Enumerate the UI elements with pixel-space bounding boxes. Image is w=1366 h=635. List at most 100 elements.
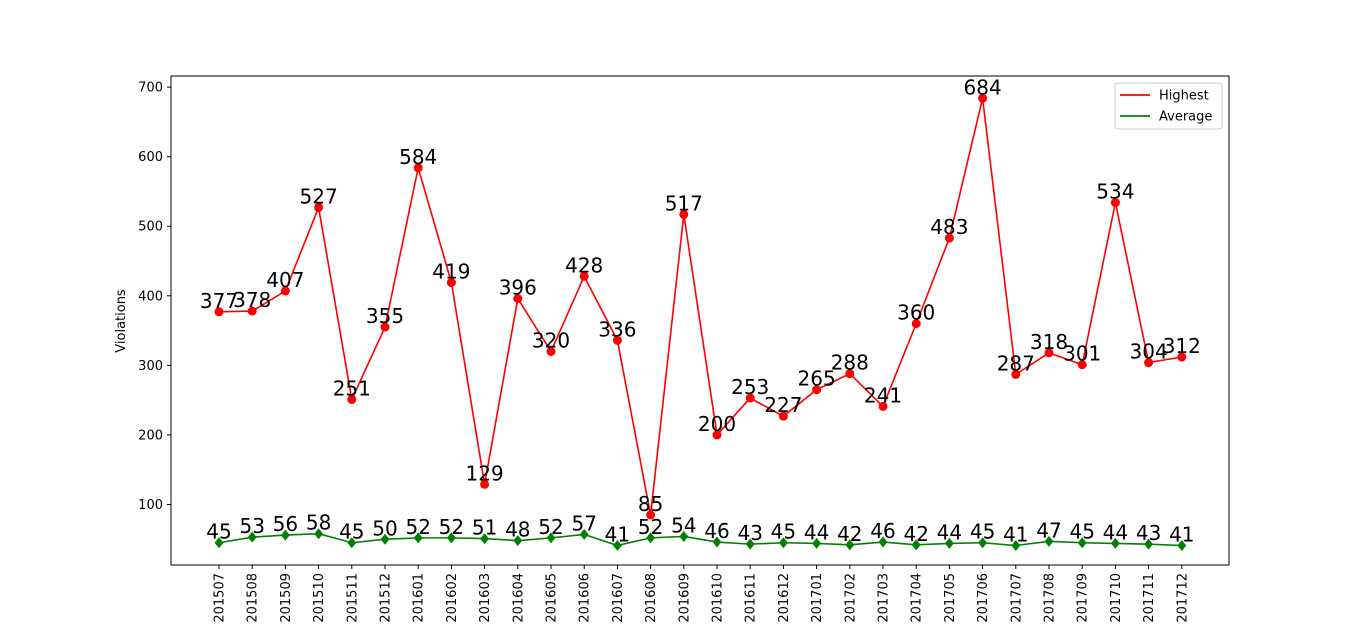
- data-label: 57: [571, 511, 596, 535]
- data-label: 52: [638, 515, 663, 539]
- data-label: 43: [1136, 521, 1161, 545]
- data-label: 41: [1003, 523, 1028, 547]
- data-point: [347, 394, 357, 404]
- data-label: 42: [837, 522, 862, 546]
- x-tick-label: 201712: [1175, 573, 1190, 623]
- data-point: [513, 294, 523, 304]
- data-point: [612, 335, 622, 345]
- data-point: [911, 539, 921, 551]
- x-tick-label: 201509: [279, 573, 294, 623]
- data-label: 44: [937, 520, 962, 544]
- x-tick-label: 201607: [611, 573, 626, 623]
- x-tick-label: 201507: [213, 573, 228, 623]
- data-point: [712, 430, 722, 440]
- x-tick-label: 201612: [777, 573, 792, 623]
- data-label: 200: [698, 412, 736, 436]
- data-point: [613, 540, 622, 552]
- data-point: [447, 532, 456, 544]
- x-tick-label: 201608: [644, 573, 659, 623]
- data-point: [480, 533, 489, 545]
- data-label: 52: [405, 515, 430, 539]
- data-label: 46: [870, 519, 895, 543]
- data-label: 41: [605, 523, 630, 547]
- y-tick-label: 300: [138, 359, 163, 374]
- data-label: 312: [1163, 334, 1201, 358]
- y-axis-label: Violations: [114, 289, 129, 353]
- data-point: [280, 286, 290, 296]
- x-tick-label: 201508: [246, 573, 261, 623]
- data-point: [812, 385, 822, 395]
- data-point: [778, 411, 788, 421]
- y-tick-label: 100: [138, 498, 163, 513]
- data-label: 517: [665, 191, 703, 215]
- legend: Highest Average: [1114, 82, 1223, 130]
- x-tick-label: 201711: [1142, 573, 1157, 623]
- data-point: [579, 271, 589, 281]
- data-point: [347, 537, 357, 549]
- data-point: [513, 535, 523, 547]
- data-point: [413, 532, 423, 544]
- data-point: [1144, 538, 1153, 550]
- x-tick-label: 201602: [445, 573, 460, 623]
- data-label: 355: [366, 304, 404, 328]
- legend-entry: Average: [1159, 110, 1212, 125]
- y-tick-label: 400: [138, 289, 163, 304]
- data-label: 45: [1069, 520, 1094, 544]
- data-point: [1077, 360, 1087, 370]
- data-point: [1110, 198, 1120, 208]
- data-label: 584: [399, 145, 437, 169]
- x-tick-label: 201701: [810, 573, 825, 623]
- data-point: [944, 233, 954, 243]
- x-tick-label: 201705: [943, 573, 958, 623]
- data-label: 360: [897, 301, 935, 325]
- data-point: [679, 530, 689, 542]
- data-label: 85: [638, 492, 663, 516]
- y-tick-label: 500: [138, 220, 163, 235]
- x-tick-label: 201703: [877, 573, 892, 623]
- data-label: 52: [538, 515, 563, 539]
- data-label: 44: [1103, 520, 1128, 544]
- data-point: [314, 202, 324, 212]
- data-label: 320: [532, 328, 570, 352]
- data-point: [314, 528, 323, 540]
- data-label: 45: [771, 520, 796, 544]
- data-label: 336: [598, 317, 636, 341]
- data-label: 377: [200, 289, 238, 313]
- data-label: 45: [970, 520, 995, 544]
- data-label: 227: [764, 393, 802, 417]
- data-point: [380, 322, 390, 332]
- data-point: [1077, 537, 1087, 549]
- data-label: 43: [737, 521, 762, 545]
- y-tick-label: 200: [138, 428, 163, 443]
- x-tick-label: 201510: [312, 573, 327, 623]
- x-axis: 201507 201508 201509 201510 201511 201512 2016…: [213, 565, 1190, 623]
- data-point: [978, 537, 987, 549]
- x-tick-label: 201511: [345, 573, 360, 623]
- data-label: 52: [439, 515, 464, 539]
- data-point: [413, 163, 423, 173]
- data-label: 483: [930, 215, 968, 239]
- data-label: 301: [1063, 342, 1101, 366]
- data-label: 428: [565, 253, 603, 277]
- x-tick-label: 201610: [711, 573, 726, 623]
- data-point: [911, 319, 921, 329]
- data-point: [247, 306, 257, 316]
- plot-frame: [170, 75, 1230, 566]
- legend-entry: Highest: [1159, 89, 1209, 104]
- data-label: 50: [372, 516, 397, 540]
- data-label: 684: [964, 75, 1002, 99]
- data-point: [1044, 348, 1054, 358]
- x-tick-label: 201603: [478, 573, 493, 623]
- data-label: 396: [499, 276, 537, 300]
- series-average: 45 53 56 58 45 50 52 52 51 48 52 57 41 52 54 46 43 45 44 42…: [206, 511, 1195, 552]
- data-point: [745, 538, 755, 550]
- data-point: [1177, 540, 1187, 552]
- data-point: [878, 536, 888, 548]
- data-label: 304: [1130, 340, 1168, 364]
- data-point: [1111, 537, 1120, 549]
- data-point: [978, 93, 988, 103]
- data-point: [446, 278, 456, 288]
- data-label: 42: [903, 522, 928, 546]
- data-point: [679, 209, 689, 219]
- data-point: [845, 369, 855, 379]
